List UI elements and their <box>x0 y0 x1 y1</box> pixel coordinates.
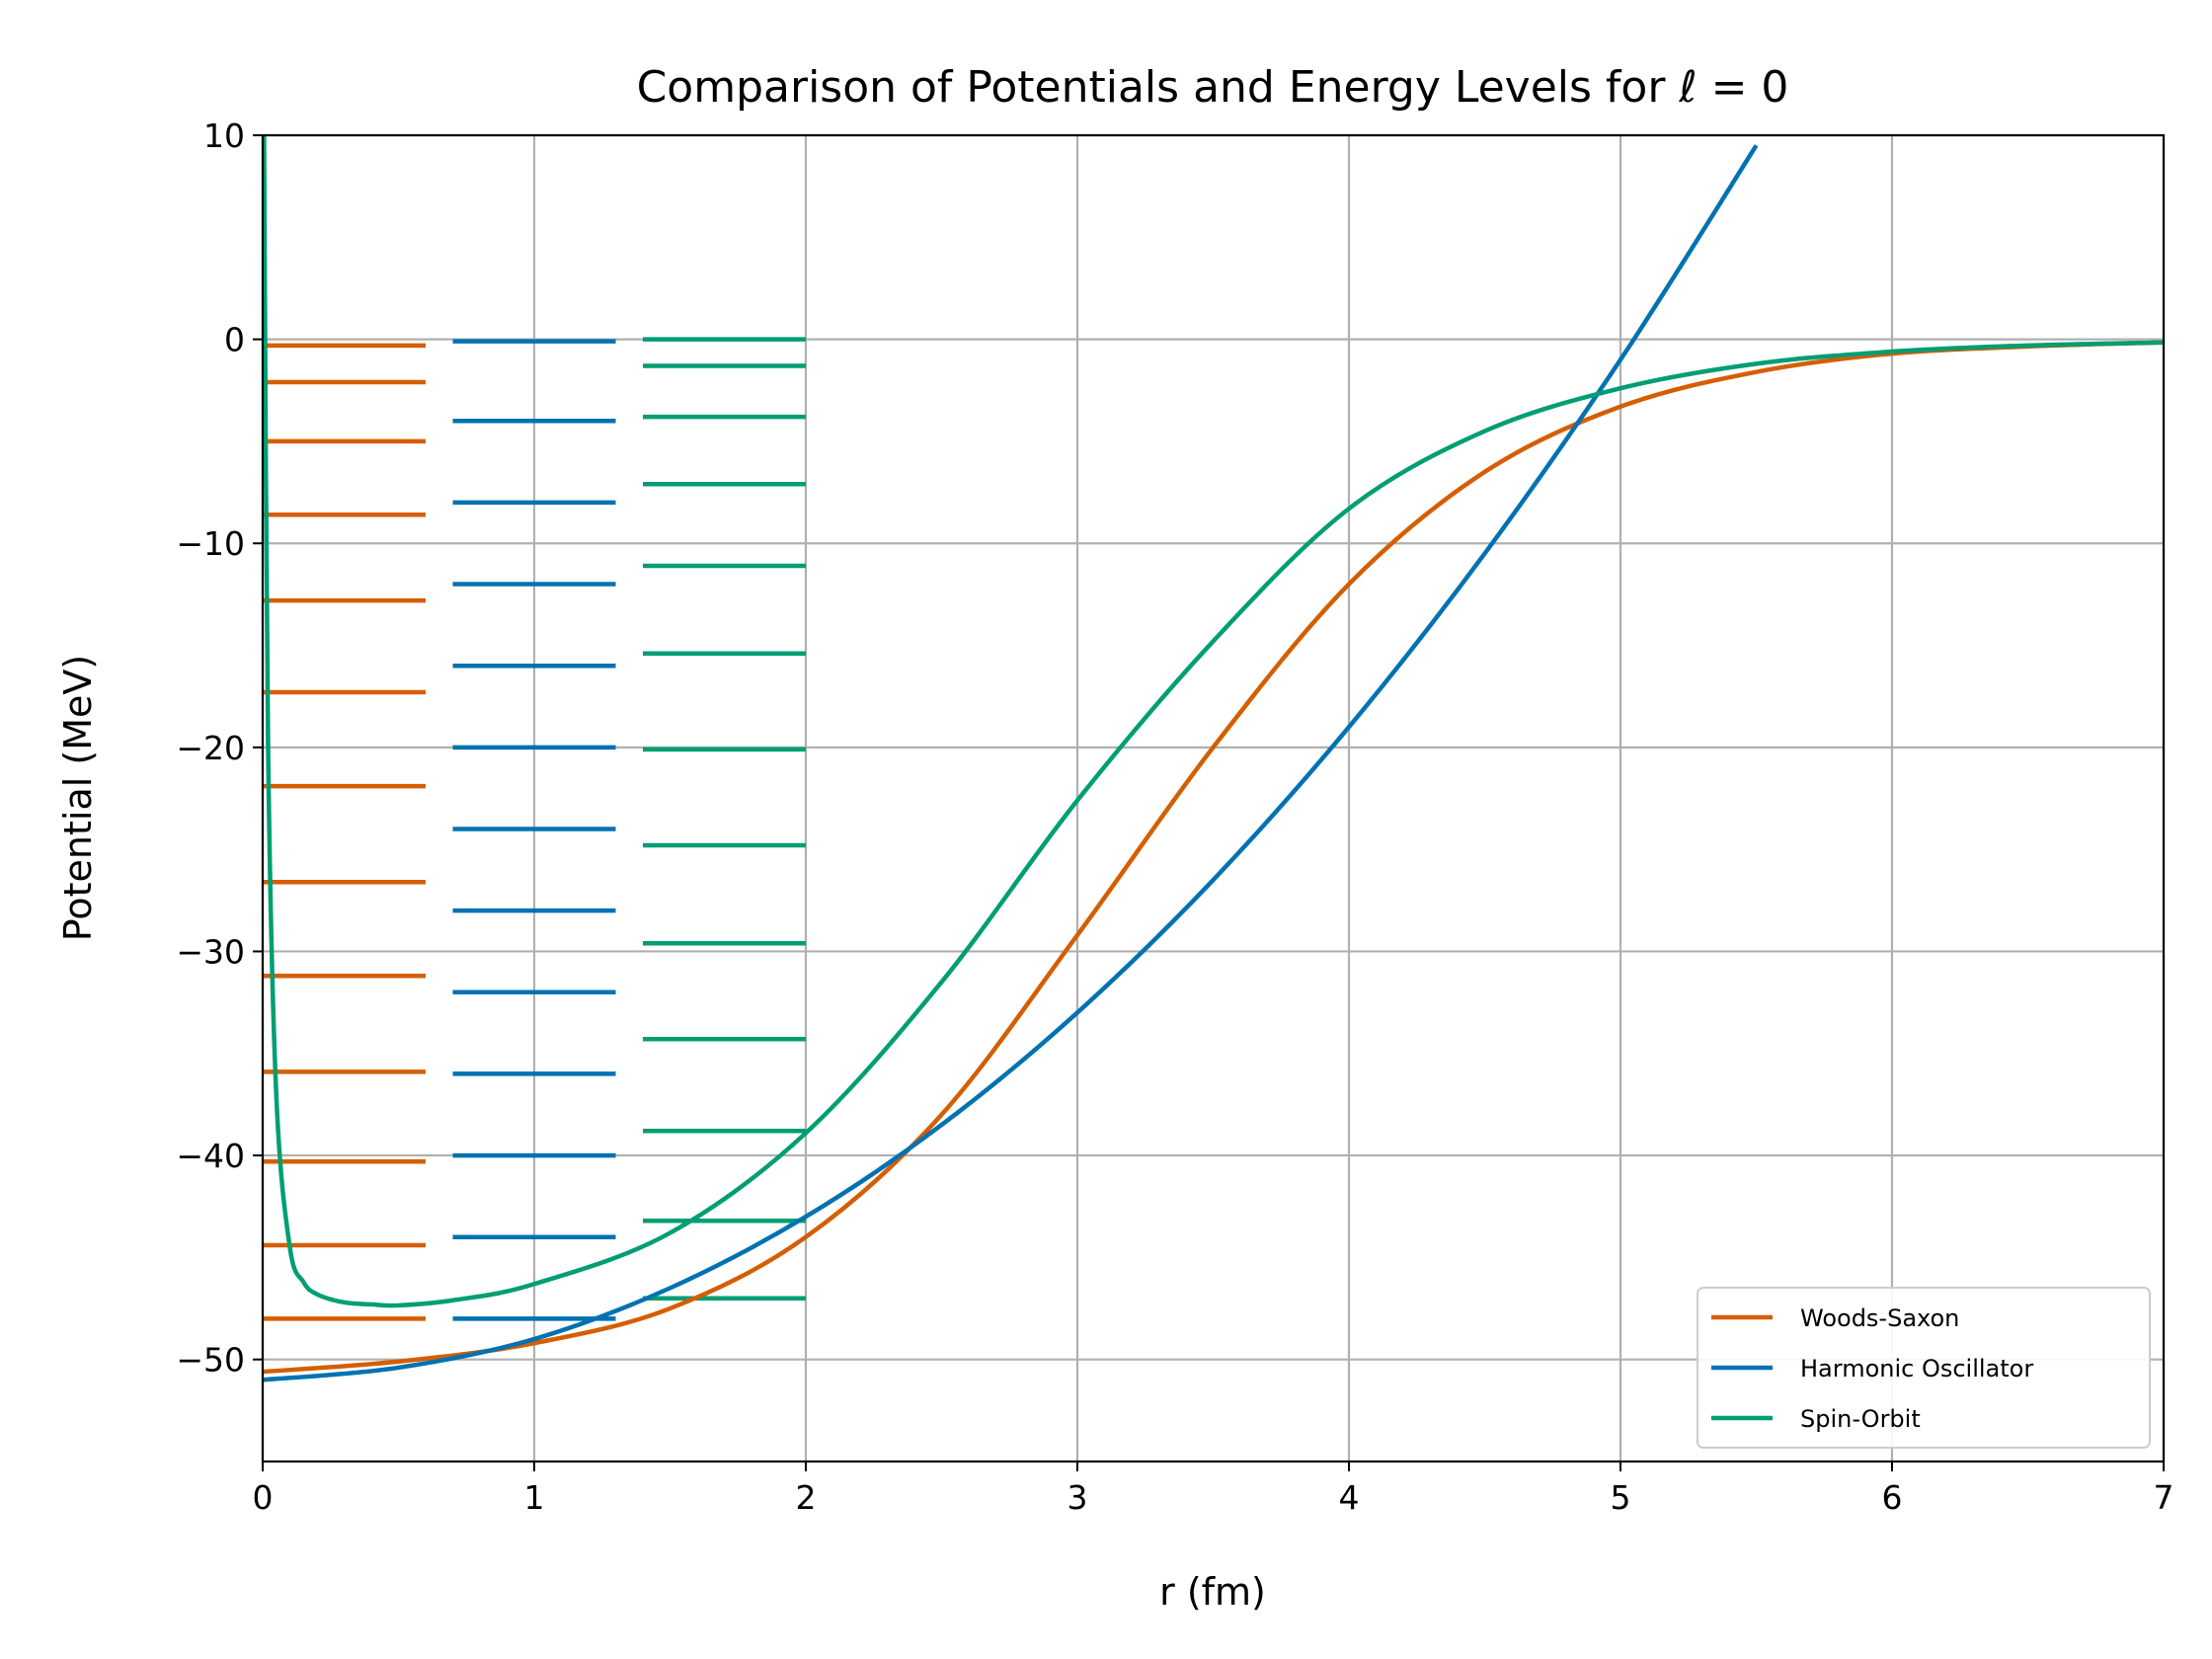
x-tick-label: 5 <box>1611 1478 1631 1517</box>
chart-title: Comparison of Potentials and Energy Leve… <box>637 62 1789 113</box>
y-tick-label: 0 <box>224 321 245 359</box>
x-axis-label: r (fm) <box>1159 1570 1266 1614</box>
y-tick-label: −10 <box>176 524 245 563</box>
energy-levels <box>263 337 806 1321</box>
x-tick-label: 1 <box>524 1478 545 1517</box>
x-tick-label: 7 <box>2154 1478 2174 1517</box>
x-tick-label: 2 <box>796 1478 817 1517</box>
legend-label: Harmonic Oscillator <box>1800 1355 2033 1382</box>
x-tick-label: 3 <box>1067 1478 1088 1517</box>
series-line <box>263 135 2164 1308</box>
y-tick-label: −20 <box>176 729 245 767</box>
x-tick-label: 0 <box>253 1478 274 1517</box>
series-line <box>263 144 1759 1382</box>
legend: Woods-Saxon Harmonic Oscillator Spin-Orbit <box>1697 1287 2151 1449</box>
legend-label: Woods-Saxon <box>1800 1304 1959 1332</box>
y-tick-label: −50 <box>176 1341 245 1380</box>
x-tick-label: 4 <box>1339 1478 1360 1517</box>
grid <box>261 133 2166 1462</box>
legend-label: Spin-Orbit <box>1800 1405 1921 1433</box>
y-tick-label: −40 <box>176 1137 245 1175</box>
legend-box <box>1697 1287 2151 1449</box>
y-tick-label: 10 <box>203 117 245 155</box>
y-tick-label: −30 <box>176 932 245 971</box>
potential-curves <box>263 135 2164 1382</box>
x-tick-label: 6 <box>1882 1478 1903 1517</box>
axis-ticks: 0 1 2 3 4 5 6 7 10 0 −10 −20 −30 −40 −50 <box>176 117 2173 1517</box>
y-axis-label: Potential (MeV) <box>56 655 100 941</box>
plot-frame <box>261 133 2166 1463</box>
series-line <box>263 340 2164 1375</box>
